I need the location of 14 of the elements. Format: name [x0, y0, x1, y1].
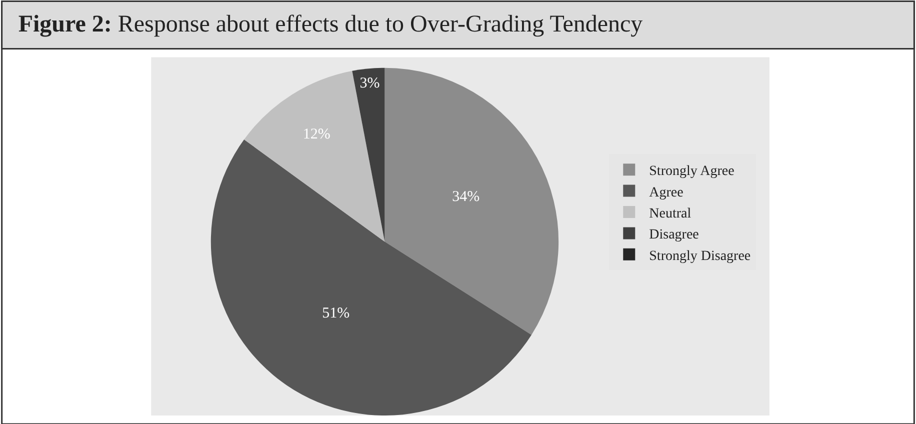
- legend-label: Agree: [649, 185, 684, 200]
- pie-slice: [244, 70, 385, 242]
- data-label: 12%: [302, 126, 330, 142]
- data-label: 34%: [452, 189, 480, 206]
- chart-title: Figure 2: Response about effects due to Over-Grading Tendency: [18, 12, 643, 38]
- pie-slice: [384, 68, 558, 335]
- data-label: 3%: [360, 76, 380, 92]
- legend-label: Strongly Agree: [649, 164, 734, 180]
- pie-slice: [352, 68, 385, 242]
- data-label: 51%: [322, 306, 350, 322]
- legend-label: Strongly Disagree: [649, 248, 751, 264]
- legend-label: Disagree: [649, 228, 699, 243]
- legend-label: Neutral: [649, 206, 692, 222]
- pie-slice: [210, 140, 532, 416]
